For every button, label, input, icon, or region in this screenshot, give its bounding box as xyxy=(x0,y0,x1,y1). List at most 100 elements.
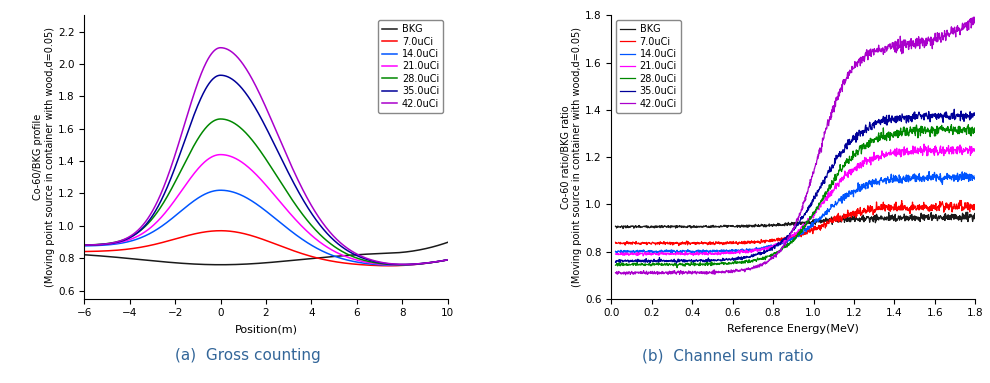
Line: BKG: BKG xyxy=(616,212,975,229)
21.0uCi xyxy=(918,142,930,146)
Line: 14.0uCi: 14.0uCi xyxy=(84,190,447,265)
Legend: BKG, 7.0uCi, 14.0uCi, 21.0uCi, 28.0uCi, 35.0uCi, 42.0uCi: BKG, 7.0uCi, 14.0uCi, 21.0uCi, 28.0uCi, … xyxy=(617,20,681,113)
7.0uCi xyxy=(954,198,966,203)
BKG xyxy=(768,223,780,228)
14.0uCi xyxy=(352,260,364,265)
BKG xyxy=(352,252,364,257)
42.0uCi xyxy=(890,51,902,55)
Line: 35.0uCi: 35.0uCi xyxy=(616,109,975,263)
42.0uCi xyxy=(143,215,154,220)
35.0uCi xyxy=(755,252,767,257)
28.0uCi xyxy=(755,256,767,260)
14.0uCi xyxy=(768,244,780,249)
28.0uCi xyxy=(646,263,658,267)
28.0uCi xyxy=(969,126,981,130)
35.0uCi xyxy=(352,254,364,259)
BKG xyxy=(969,214,981,219)
Line: 21.0uCi: 21.0uCi xyxy=(616,144,975,256)
7.0uCi xyxy=(857,210,869,214)
Line: 7.0uCi: 7.0uCi xyxy=(84,231,447,266)
BKG xyxy=(646,224,658,229)
7.0uCi xyxy=(322,258,334,263)
42.0uCi xyxy=(857,54,869,59)
7.0uCi xyxy=(897,208,909,213)
7.0uCi xyxy=(755,237,767,242)
Line: 42.0uCi: 42.0uCi xyxy=(84,48,447,264)
Line: 7.0uCi: 7.0uCi xyxy=(616,200,975,246)
21.0uCi xyxy=(442,257,453,262)
7.0uCi xyxy=(969,204,981,208)
BKG xyxy=(322,255,334,259)
21.0uCi xyxy=(857,160,869,164)
21.0uCi xyxy=(638,254,649,258)
42.0uCi xyxy=(244,72,255,76)
21.0uCi xyxy=(610,252,622,256)
28.0uCi xyxy=(78,243,90,247)
BKG xyxy=(143,258,154,263)
42.0uCi xyxy=(293,180,305,185)
35.0uCi xyxy=(171,158,183,163)
42.0uCi xyxy=(322,227,334,232)
28.0uCi xyxy=(890,130,902,134)
21.0uCi xyxy=(969,149,981,154)
BKG xyxy=(215,262,227,267)
35.0uCi xyxy=(948,107,960,111)
21.0uCi xyxy=(171,194,183,199)
35.0uCi xyxy=(244,96,255,100)
7.0uCi xyxy=(610,240,622,245)
Line: 35.0uCi: 35.0uCi xyxy=(84,75,447,265)
14.0uCi xyxy=(755,245,767,250)
42.0uCi xyxy=(610,270,622,275)
14.0uCi xyxy=(442,257,453,262)
14.0uCi xyxy=(969,173,981,178)
28.0uCi xyxy=(143,221,154,225)
42.0uCi xyxy=(171,144,183,149)
35.0uCi xyxy=(857,134,869,138)
21.0uCi xyxy=(293,221,305,226)
28.0uCi xyxy=(171,175,183,179)
21.0uCi xyxy=(78,243,90,247)
28.0uCi xyxy=(215,117,227,121)
14.0uCi xyxy=(171,211,183,216)
7.0uCi xyxy=(646,240,658,245)
35.0uCi xyxy=(610,260,622,264)
35.0uCi xyxy=(322,232,334,236)
14.0uCi xyxy=(244,197,255,202)
35.0uCi xyxy=(768,243,780,248)
14.0uCi xyxy=(610,249,622,254)
14.0uCi xyxy=(78,244,90,248)
Text: (b)  Channel sum ratio: (b) Channel sum ratio xyxy=(642,348,814,363)
35.0uCi xyxy=(646,259,658,263)
BKG xyxy=(617,226,629,231)
35.0uCi xyxy=(78,243,90,247)
BKG xyxy=(857,217,869,222)
28.0uCi xyxy=(322,239,334,244)
28.0uCi xyxy=(671,265,683,270)
21.0uCi xyxy=(890,154,902,159)
42.0uCi xyxy=(398,262,410,267)
35.0uCi xyxy=(890,120,902,124)
Text: (a)  Gross counting: (a) Gross counting xyxy=(174,348,321,363)
14.0uCi xyxy=(923,169,935,174)
21.0uCi xyxy=(352,258,364,263)
7.0uCi xyxy=(673,243,685,248)
BKG xyxy=(755,222,767,227)
28.0uCi xyxy=(857,144,869,149)
14.0uCi xyxy=(666,251,678,256)
BKG xyxy=(890,219,902,223)
28.0uCi xyxy=(945,122,957,127)
42.0uCi xyxy=(969,21,981,25)
7.0uCi xyxy=(442,257,453,262)
BKG xyxy=(442,240,453,245)
BKG xyxy=(171,261,183,265)
7.0uCi xyxy=(890,206,902,210)
42.0uCi xyxy=(215,46,227,50)
BKG xyxy=(897,216,909,221)
42.0uCi xyxy=(352,253,364,257)
Line: 14.0uCi: 14.0uCi xyxy=(616,172,975,254)
21.0uCi xyxy=(391,263,403,267)
35.0uCi xyxy=(897,115,909,119)
14.0uCi xyxy=(897,177,909,182)
42.0uCi xyxy=(755,263,767,267)
21.0uCi xyxy=(646,252,658,257)
